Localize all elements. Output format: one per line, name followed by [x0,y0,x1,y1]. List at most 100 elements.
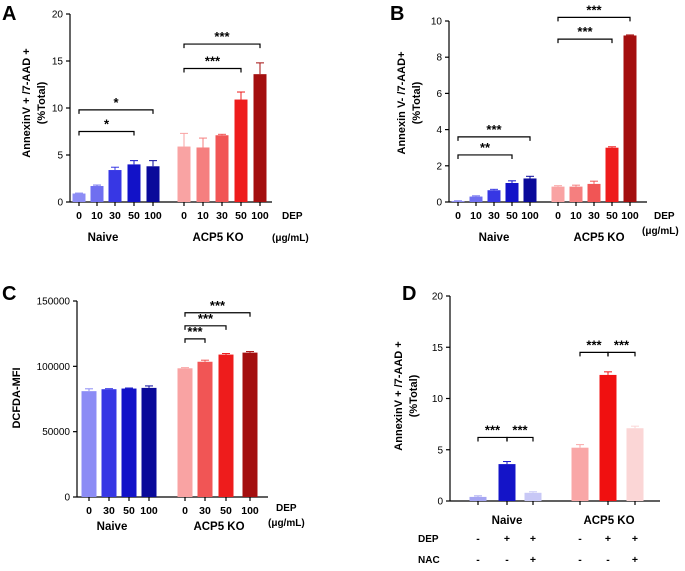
x-tick-label: 30 [199,505,211,517]
y-tick-label: 0 [57,198,63,209]
unit-label: (μg/mL) [272,233,309,244]
panel-label-d: D [402,283,416,305]
bar [623,35,637,203]
significance-bracket [78,130,135,136]
bar [587,183,601,202]
y-tick-label: 0 [436,198,442,209]
dep-label: DEP [282,211,303,222]
x-tick-label: 100 [251,210,269,222]
bar [571,447,589,501]
significance-label: *** [198,311,214,326]
x-tick-label: 100 [140,505,158,517]
treatment-sign: + [530,554,536,566]
x-tick-label: 50 [123,505,135,517]
treatment-sign: - [476,533,480,545]
treatment-sign: - [606,554,610,566]
x-tick-label: 10 [570,210,582,222]
x-tick-label: 50 [606,210,618,222]
bar [72,193,86,202]
x-tick-label: 10 [470,210,482,222]
significance-label: * [104,117,110,132]
bar [605,147,619,202]
significance-label: *** [205,54,221,69]
y-tick-label: 15 [52,57,64,68]
bar [141,387,157,497]
significance-label: *** [187,324,203,339]
significance-label: *** [512,422,528,437]
group-label-naive: Naive [479,232,510,244]
x-tick-label: 100 [521,210,539,222]
bar [197,361,213,497]
panel-c: C DCFDA-MFI Naive ACP5 KO DEP (μg/mL) 0 5… [2,283,305,533]
unit-label: (μg/mL) [642,226,679,237]
y-tick-label: 100000 [37,362,71,373]
x-tick-label: 30 [109,210,121,222]
significance-bracket [78,109,154,114]
x-tick-label: 0 [182,505,188,517]
x-tick-label: 0 [76,210,82,222]
y-axis-label-line-1: AnnexinV + /7-AAD + [21,48,33,157]
significance-bracket [184,338,206,343]
y-axis-label: AnnexinV + /7-AAD + (%Total) [21,48,48,157]
significance-bracket [183,67,242,73]
bar [523,178,537,202]
y-tick-label: 15 [432,343,444,354]
treatment-sign: + [632,554,638,566]
group-label-naive: Naive [97,521,128,533]
bar [101,389,117,497]
x-tick-label: 100 [241,505,259,517]
significance-label: *** [210,298,226,313]
group-label-acp5-ko: ACP5 KO [193,521,244,533]
x-tick-label: 10 [91,210,103,222]
x-tick-label: 50 [235,210,247,222]
x-tick-label: 10 [197,210,209,222]
x-tick-label: 50 [506,210,518,222]
significance-bracket [184,312,251,317]
y-tick-label: 0 [437,497,443,508]
group-label-acp5-ko: ACP5 KO [192,232,243,244]
y-tick-label: 10 [431,17,443,28]
y-tick-label: 150000 [37,297,71,308]
panel-a: A AnnexinV + /7-AAD + (%Total) Naive ACP… [2,3,309,244]
y-tick-label: 10 [52,104,64,115]
panel-b: B Annexin V- /7-AAD+ (%Total) Naive ACP5… [390,2,679,244]
significance-label: * [113,95,119,110]
treatment-sign: - [578,554,582,566]
treatment-sign: + [632,533,638,545]
bar [469,196,483,202]
treatment-sign: - [476,554,480,566]
treatment-label-dep: DEP [418,534,439,545]
y-tick-label: 5 [437,445,443,456]
y-axis-label: AnnexinV + /7-AAD + (%Total) [393,341,420,450]
x-tick-label: 30 [488,210,500,222]
significance-bracket [579,351,609,357]
bar [253,74,267,202]
y-axis-label-line-1: Annexin V- /7-AAD+ [396,52,408,155]
significance-label: ** [480,140,491,155]
y-axis-label-line-1: DCFDA-MFI [11,367,23,428]
significance-bracket [184,325,227,330]
panel-d: D AnnexinV + /7-AAD + (%Total) Naive ACP… [393,283,660,566]
bar [487,190,501,202]
x-tick-label: 100 [621,210,639,222]
treatment-sign: - [578,533,582,545]
significance-bracket [557,16,631,22]
significance-bracket [557,38,613,44]
bar [121,388,137,497]
bar [626,428,644,501]
x-tick-label: 30 [588,210,600,222]
x-tick-label: 0 [86,505,92,517]
significance-label: *** [586,2,602,17]
significance-label: *** [214,29,230,44]
y-tick-label: 20 [52,10,64,21]
bar [234,99,248,202]
panel-label-a: A [2,3,16,25]
bar [569,186,583,202]
bar [524,492,542,501]
bar [551,186,565,202]
bar [108,170,122,202]
bar [215,135,229,202]
y-tick-label: 50000 [42,427,70,438]
panel-label-b: B [390,3,404,25]
bar [177,146,191,202]
